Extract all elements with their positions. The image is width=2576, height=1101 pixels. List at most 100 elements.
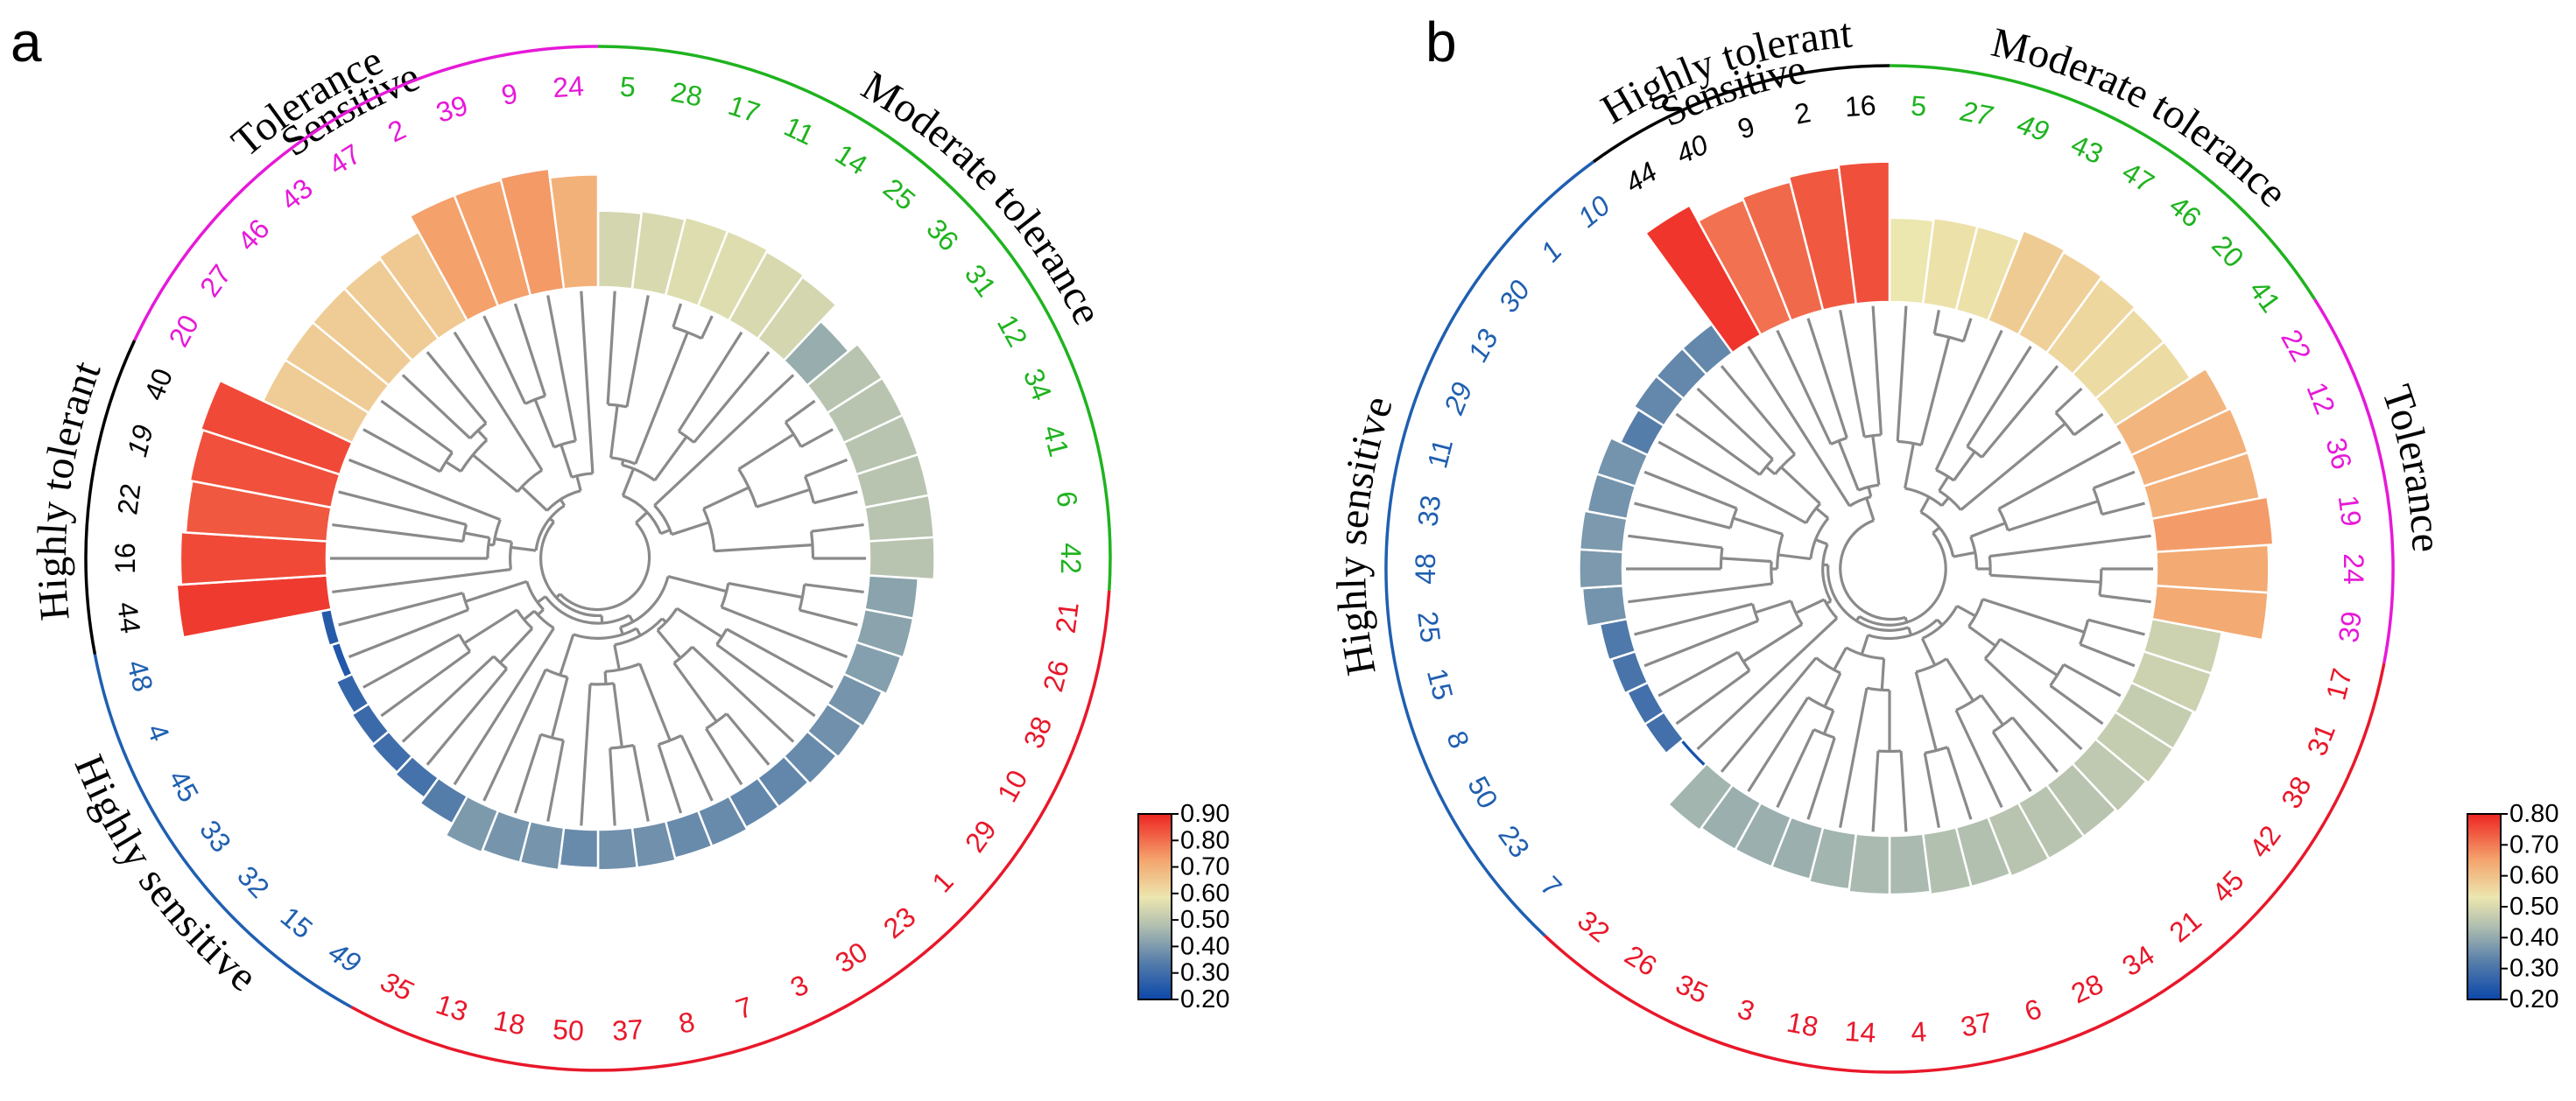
bar-b-46 bbox=[2045, 277, 2137, 376]
panel-a-dendrogram-branch bbox=[693, 351, 771, 444]
group-ring-a-3 bbox=[84, 340, 137, 655]
panel-letter-a: a bbox=[11, 11, 42, 74]
bar-b-42 bbox=[2094, 710, 2175, 785]
leaf-label-a-48: 48 bbox=[121, 657, 159, 695]
panel-a-dendrogram-branch bbox=[332, 523, 464, 543]
panel-letter-b: b bbox=[1425, 11, 1457, 74]
panel-b-dendrogram-arc bbox=[1719, 547, 1724, 570]
panel-b-dendrogram-arc bbox=[1805, 502, 1821, 524]
panel-a-dendrogram-branch bbox=[726, 628, 834, 689]
panel-b-dendrogram-arc bbox=[1728, 508, 1738, 529]
panel-b-dendrogram-arc bbox=[1858, 531, 1947, 627]
leaf-label-b-26: 26 bbox=[1619, 939, 1662, 982]
panel-a-dendrogram-branch bbox=[813, 490, 858, 505]
panel-b-dendrogram-branch bbox=[1658, 650, 1739, 698]
panel-b-dendrogram-arc bbox=[1770, 561, 1774, 585]
panel-a-dendrogram-branch bbox=[721, 606, 848, 659]
panel-a-dendrogram-arc bbox=[607, 403, 628, 409]
panel-b-dendrogram-branch bbox=[1940, 496, 1950, 507]
panel-a-dendrogram-branch bbox=[656, 629, 682, 659]
leaf-label-b-9: 9 bbox=[1734, 110, 1758, 145]
bar-b-25 bbox=[1580, 584, 1629, 628]
panel-a-dendrogram-branch bbox=[612, 683, 623, 747]
panel-a-dendrogram-arc bbox=[460, 438, 489, 473]
bar-b-4 bbox=[1888, 832, 1932, 896]
leaf-label-a-9: 9 bbox=[499, 77, 520, 111]
panel-a-dendrogram-branch bbox=[348, 608, 469, 659]
leaf-label-b-43: 43 bbox=[2066, 129, 2108, 171]
bar-a-25 bbox=[756, 275, 838, 362]
leaf-label-b-18: 18 bbox=[1784, 1006, 1821, 1043]
leaf-label-a-23: 23 bbox=[877, 901, 921, 944]
bar-b-39 bbox=[2150, 584, 2270, 642]
leaf-label-a-22: 22 bbox=[111, 481, 146, 516]
panel-a-dendrogram-arc bbox=[610, 456, 637, 466]
leaf-label-b-35: 35 bbox=[1672, 968, 1714, 1010]
leaf-label-a-30: 30 bbox=[830, 936, 873, 978]
leaf-label-b-31: 31 bbox=[2301, 719, 2342, 760]
panel-a-dendrogram-branch bbox=[606, 291, 616, 405]
panel-b-dendrogram-branch bbox=[1823, 672, 1842, 708]
leaf-label-a-41: 41 bbox=[1037, 422, 1075, 459]
leaf-label-b-33: 33 bbox=[1411, 494, 1446, 529]
panel-b-dendrogram-branch bbox=[1634, 501, 1731, 529]
panel-a-dendrogram-arc bbox=[672, 326, 702, 340]
panel-b-dendrogram-branch bbox=[1675, 669, 1751, 726]
leaf-label-b-48: 48 bbox=[1410, 553, 1441, 585]
panel-b-dendrogram-branch bbox=[1960, 422, 2066, 511]
panel-b-dendrogram-branch bbox=[1720, 365, 1797, 456]
panel-b-dendrogram-branch bbox=[2011, 716, 2059, 773]
panel-b-dendrogram-branch bbox=[1945, 657, 1974, 702]
panel-b-dendrogram-branch bbox=[1721, 557, 1772, 564]
panel-a-dendrogram-branch bbox=[510, 545, 537, 552]
panel-b-dendrogram-arc bbox=[1815, 656, 1841, 675]
leaf-label-a-24: 24 bbox=[552, 70, 585, 103]
panel-b-dendrogram-arc bbox=[1921, 605, 1959, 641]
panel-b-dendrogram-branch bbox=[1938, 475, 1950, 492]
leaf-label-b-15: 15 bbox=[1421, 665, 1460, 703]
group-label-text: Highly tolerant bbox=[29, 354, 110, 622]
panel-a-dendrogram-branch bbox=[546, 295, 577, 442]
panel-b-dendrogram-branch bbox=[1896, 305, 1908, 442]
panel-a-dendrogram-branch bbox=[445, 460, 462, 473]
leaf-label-a-34: 34 bbox=[1017, 364, 1059, 404]
panel-a-dendrogram-branch bbox=[332, 568, 511, 593]
leaf-label-a-40: 40 bbox=[138, 364, 179, 404]
panel-a-dendrogram-branch bbox=[728, 581, 803, 600]
panel-a-dendrogram-arc bbox=[701, 508, 716, 551]
leaf-label-a-12: 12 bbox=[991, 310, 1034, 353]
panel-b-dendrogram-branch bbox=[1967, 625, 1997, 648]
leaf-label-b-2: 2 bbox=[1792, 96, 1813, 130]
panel-a-dendrogram-branch bbox=[498, 627, 534, 664]
leaf-label-a-2: 2 bbox=[383, 113, 410, 148]
panel-a-dendrogram-branch bbox=[494, 536, 512, 543]
group-ring-a-4 bbox=[133, 45, 599, 341]
colorbar-tick-label-a: 0.50 bbox=[1180, 906, 1229, 934]
leaf-label-a-37: 37 bbox=[611, 1013, 644, 1047]
panel-a-dendrogram-branch bbox=[580, 291, 595, 474]
panel-b-dendrogram-branch bbox=[1747, 697, 1810, 792]
leaf-label-a-18: 18 bbox=[491, 1004, 528, 1041]
panel-a-dendrogram-branch bbox=[679, 734, 714, 802]
panel-a-dendrogram-branch bbox=[702, 486, 750, 510]
panel-b-dendrogram-branch bbox=[1871, 435, 1881, 486]
leaf-label-b-42: 42 bbox=[2243, 820, 2287, 864]
panel-a-dendrogram-arc bbox=[461, 593, 470, 611]
bar-a-26 bbox=[855, 607, 915, 659]
panel-b-dendrogram-arc bbox=[1789, 600, 1804, 626]
leaf-label-a-29: 29 bbox=[959, 814, 1003, 858]
leaf-label-a-42: 42 bbox=[1055, 543, 1087, 574]
leaf-label-b-17: 17 bbox=[2319, 665, 2358, 703]
leaf-label-a-4: 4 bbox=[141, 719, 176, 746]
group-label-a-3: Highly tolerant bbox=[29, 354, 110, 622]
panel-b-dendrogram-branch bbox=[1919, 496, 1931, 513]
bar-a-40 bbox=[199, 379, 355, 476]
panel-b-dendrogram-arc bbox=[1992, 716, 2014, 733]
panel-a-dendrogram-arc bbox=[571, 472, 594, 479]
bar-a-9 bbox=[498, 167, 566, 298]
colorbar-tick-label-b: 0.80 bbox=[2509, 800, 2558, 828]
panel-a-dendrogram-branch bbox=[613, 644, 621, 670]
leaf-label-b-29: 29 bbox=[1438, 378, 1479, 419]
bar-a-44 bbox=[175, 574, 333, 639]
bar-b-16 bbox=[1837, 160, 1891, 305]
